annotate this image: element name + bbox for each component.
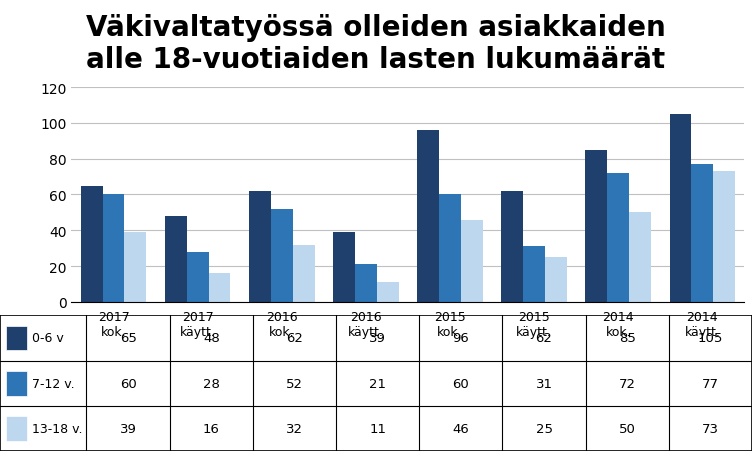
- Bar: [692, 165, 714, 302]
- Bar: [523, 247, 545, 302]
- Bar: [124, 233, 147, 302]
- Bar: [165, 216, 186, 302]
- Bar: [714, 172, 735, 302]
- Text: 85: 85: [619, 332, 635, 345]
- Bar: [293, 245, 314, 302]
- Bar: [249, 192, 271, 302]
- Bar: [186, 252, 208, 302]
- Bar: [417, 131, 439, 302]
- Text: 62: 62: [286, 332, 303, 345]
- Bar: [333, 233, 355, 302]
- Bar: [377, 282, 399, 302]
- Bar: [586, 151, 608, 302]
- Text: 31: 31: [535, 377, 553, 390]
- Text: 32: 32: [286, 422, 303, 435]
- Bar: [6, 416, 27, 441]
- Bar: [6, 371, 27, 396]
- Bar: [102, 195, 124, 302]
- Text: 48: 48: [203, 332, 220, 345]
- Text: 25: 25: [535, 422, 553, 435]
- Bar: [439, 195, 461, 302]
- Text: 96: 96: [453, 332, 469, 345]
- Bar: [669, 115, 692, 302]
- Bar: [6, 326, 27, 351]
- Text: 39: 39: [369, 332, 386, 345]
- Text: 21: 21: [369, 377, 386, 390]
- Bar: [545, 258, 567, 302]
- Bar: [629, 213, 651, 302]
- Bar: [608, 174, 629, 302]
- Text: 13-18 v.: 13-18 v.: [32, 422, 82, 435]
- Text: 72: 72: [619, 377, 635, 390]
- Text: 62: 62: [535, 332, 553, 345]
- Text: 50: 50: [619, 422, 635, 435]
- Text: 7-12 v.: 7-12 v.: [32, 377, 74, 390]
- Bar: [271, 209, 293, 302]
- Text: Väkivaltatyössä olleiden asiakkaiden
alle 18-vuotiaiden lasten lukumäärät: Väkivaltatyössä olleiden asiakkaiden all…: [86, 14, 666, 74]
- Bar: [208, 274, 230, 302]
- Text: 65: 65: [120, 332, 137, 345]
- Text: 60: 60: [453, 377, 469, 390]
- Text: 52: 52: [286, 377, 303, 390]
- Text: 11: 11: [369, 422, 386, 435]
- Text: 46: 46: [453, 422, 469, 435]
- Text: 77: 77: [702, 377, 719, 390]
- Text: 0-6 v: 0-6 v: [32, 332, 63, 345]
- Text: 73: 73: [702, 422, 719, 435]
- Text: 60: 60: [120, 377, 136, 390]
- Text: 16: 16: [203, 422, 220, 435]
- Bar: [461, 220, 483, 302]
- Text: 105: 105: [698, 332, 723, 345]
- Bar: [502, 192, 523, 302]
- Bar: [80, 186, 102, 302]
- Text: 39: 39: [120, 422, 137, 435]
- Text: 28: 28: [203, 377, 220, 390]
- Bar: [355, 265, 377, 302]
